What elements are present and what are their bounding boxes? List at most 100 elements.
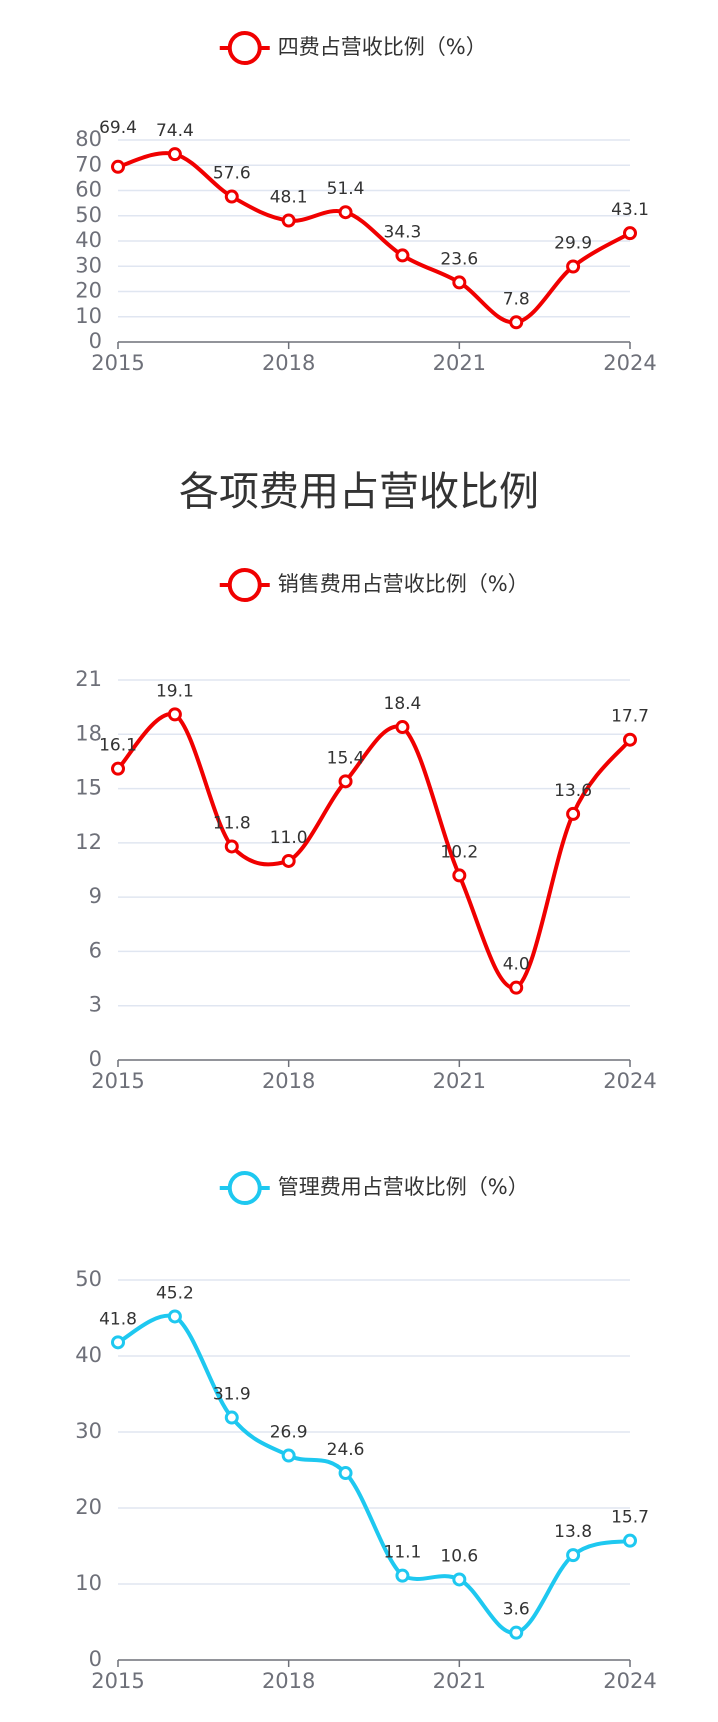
y-tick-label: 40 (75, 228, 102, 252)
series-line (116, 1313, 632, 1635)
data-point[interactable] (338, 1466, 353, 1481)
data-label: 10.6 (440, 1546, 478, 1566)
data-label: 57.6 (213, 164, 251, 184)
data-point[interactable] (111, 159, 125, 174)
y-tick-label: 18 (75, 721, 102, 745)
data-label: 13.6 (554, 781, 592, 801)
x-tick-label: 2015 (91, 1669, 144, 1693)
legend-circle-icon (227, 568, 262, 602)
legend-circle-icon (227, 1171, 262, 1205)
x-tick-label: 2021 (433, 1069, 486, 1093)
data-label: 16.1 (99, 736, 137, 756)
x-tick-label: 2024 (603, 1069, 656, 1093)
data-point[interactable] (111, 1335, 125, 1350)
line-chart-2: 销售费用占营收比例（%） 0 3 6 9 12 15 18 21 2015 2018 2021 2024… (75, 568, 657, 1093)
data-label: 7.8 (503, 289, 530, 309)
data-label: 4.0 (503, 955, 530, 975)
data-point[interactable] (224, 189, 239, 204)
data-label: 69.4 (99, 118, 137, 138)
data-label: 34.3 (384, 222, 422, 242)
legend-label: 四费占营收比例（%） (278, 35, 487, 59)
x-tick-label: 2015 (91, 351, 144, 375)
y-tick-label: 0 (89, 329, 102, 353)
y-tick-label: 70 (75, 152, 102, 176)
data-point[interactable] (395, 1568, 410, 1583)
data-point[interactable] (452, 1572, 467, 1587)
data-point[interactable] (566, 806, 581, 821)
x-tick-label: 2024 (603, 351, 656, 375)
data-point[interactable] (566, 259, 581, 274)
y-tick-label: 20 (75, 1495, 102, 1519)
data-label: 11.1 (384, 1543, 422, 1563)
data-point[interactable] (224, 1410, 239, 1425)
legend[interactable]: 销售费用占营收比例（%） (219, 568, 529, 602)
legend-label: 销售费用占营收比例（%） (278, 572, 529, 596)
data-label: 26.9 (270, 1423, 308, 1443)
line-chart-3: 管理费用占营收比例（%） 0 10 20 30 40 50 2015 2018 2021 2024 4… (75, 1171, 657, 1693)
x-tick-label: 2015 (91, 1069, 144, 1093)
data-label: 45.2 (156, 1283, 194, 1303)
legend[interactable]: 四费占营收比例（%） (219, 31, 487, 65)
data-point[interactable] (395, 248, 410, 263)
series-line (116, 712, 632, 990)
data-label: 51.4 (327, 179, 365, 199)
y-tick-label: 10 (75, 1571, 102, 1595)
data-point[interactable] (224, 839, 239, 854)
data-point[interactable] (452, 275, 467, 290)
y-tick-label: 80 (75, 127, 102, 151)
data-label: 11.8 (213, 813, 251, 833)
data-point[interactable] (281, 853, 296, 868)
data-label: 17.7 (611, 707, 649, 727)
x-tick-label: 2024 (603, 1669, 656, 1693)
data-point[interactable] (509, 315, 524, 330)
y-tick-label: 30 (75, 253, 102, 277)
section-title: 各项费用占营收比例 (179, 469, 539, 515)
data-label: 74.4 (156, 121, 194, 141)
data-point[interactable] (281, 213, 296, 228)
data-point[interactable] (509, 980, 524, 995)
data-point[interactable] (566, 1548, 581, 1563)
legend[interactable]: 管理费用占营收比例（%） (219, 1171, 529, 1205)
y-tick-label: 21 (75, 667, 102, 691)
y-tick-label: 30 (75, 1419, 102, 1443)
data-point[interactable] (395, 720, 410, 735)
data-label: 3.6 (503, 1600, 530, 1620)
data-label: 18.4 (384, 694, 422, 714)
y-tick-label: 6 (89, 938, 102, 962)
data-label: 31.9 (213, 1385, 251, 1405)
x-tick-label: 2018 (262, 1069, 315, 1093)
data-point[interactable] (623, 226, 637, 241)
data-point[interactable] (167, 707, 182, 722)
x-tick-label: 2018 (262, 351, 315, 375)
data-point[interactable] (623, 732, 637, 747)
data-label: 41.8 (99, 1309, 137, 1329)
data-point[interactable] (452, 868, 467, 883)
data-point[interactable] (167, 147, 182, 162)
x-tick-label: 2021 (433, 351, 486, 375)
y-tick-label: 15 (75, 776, 102, 800)
y-tick-label: 9 (89, 884, 102, 908)
y-tick-label: 60 (75, 178, 102, 202)
data-label: 43.1 (611, 200, 649, 220)
data-label: 15.4 (327, 748, 365, 768)
data-label: 13.8 (554, 1522, 592, 1542)
data-point[interactable] (167, 1309, 182, 1324)
legend-circle-icon (227, 31, 262, 65)
data-label: 15.7 (611, 1508, 649, 1528)
data-point[interactable] (623, 1533, 637, 1548)
data-point[interactable] (111, 761, 125, 776)
data-point[interactable] (281, 1448, 296, 1463)
y-tick-label: 50 (75, 1267, 102, 1291)
legend-label: 管理费用占营收比例（%） (278, 1175, 529, 1199)
data-point[interactable] (338, 774, 353, 789)
data-label: 11.0 (270, 828, 308, 848)
data-point[interactable] (338, 205, 353, 220)
data-label: 23.6 (440, 249, 478, 269)
y-tick-label: 3 (89, 993, 102, 1017)
data-point[interactable] (509, 1625, 524, 1640)
data-label: 29.9 (554, 234, 592, 254)
y-tick-label: 40 (75, 1343, 102, 1367)
y-tick-label: 20 (75, 279, 102, 303)
